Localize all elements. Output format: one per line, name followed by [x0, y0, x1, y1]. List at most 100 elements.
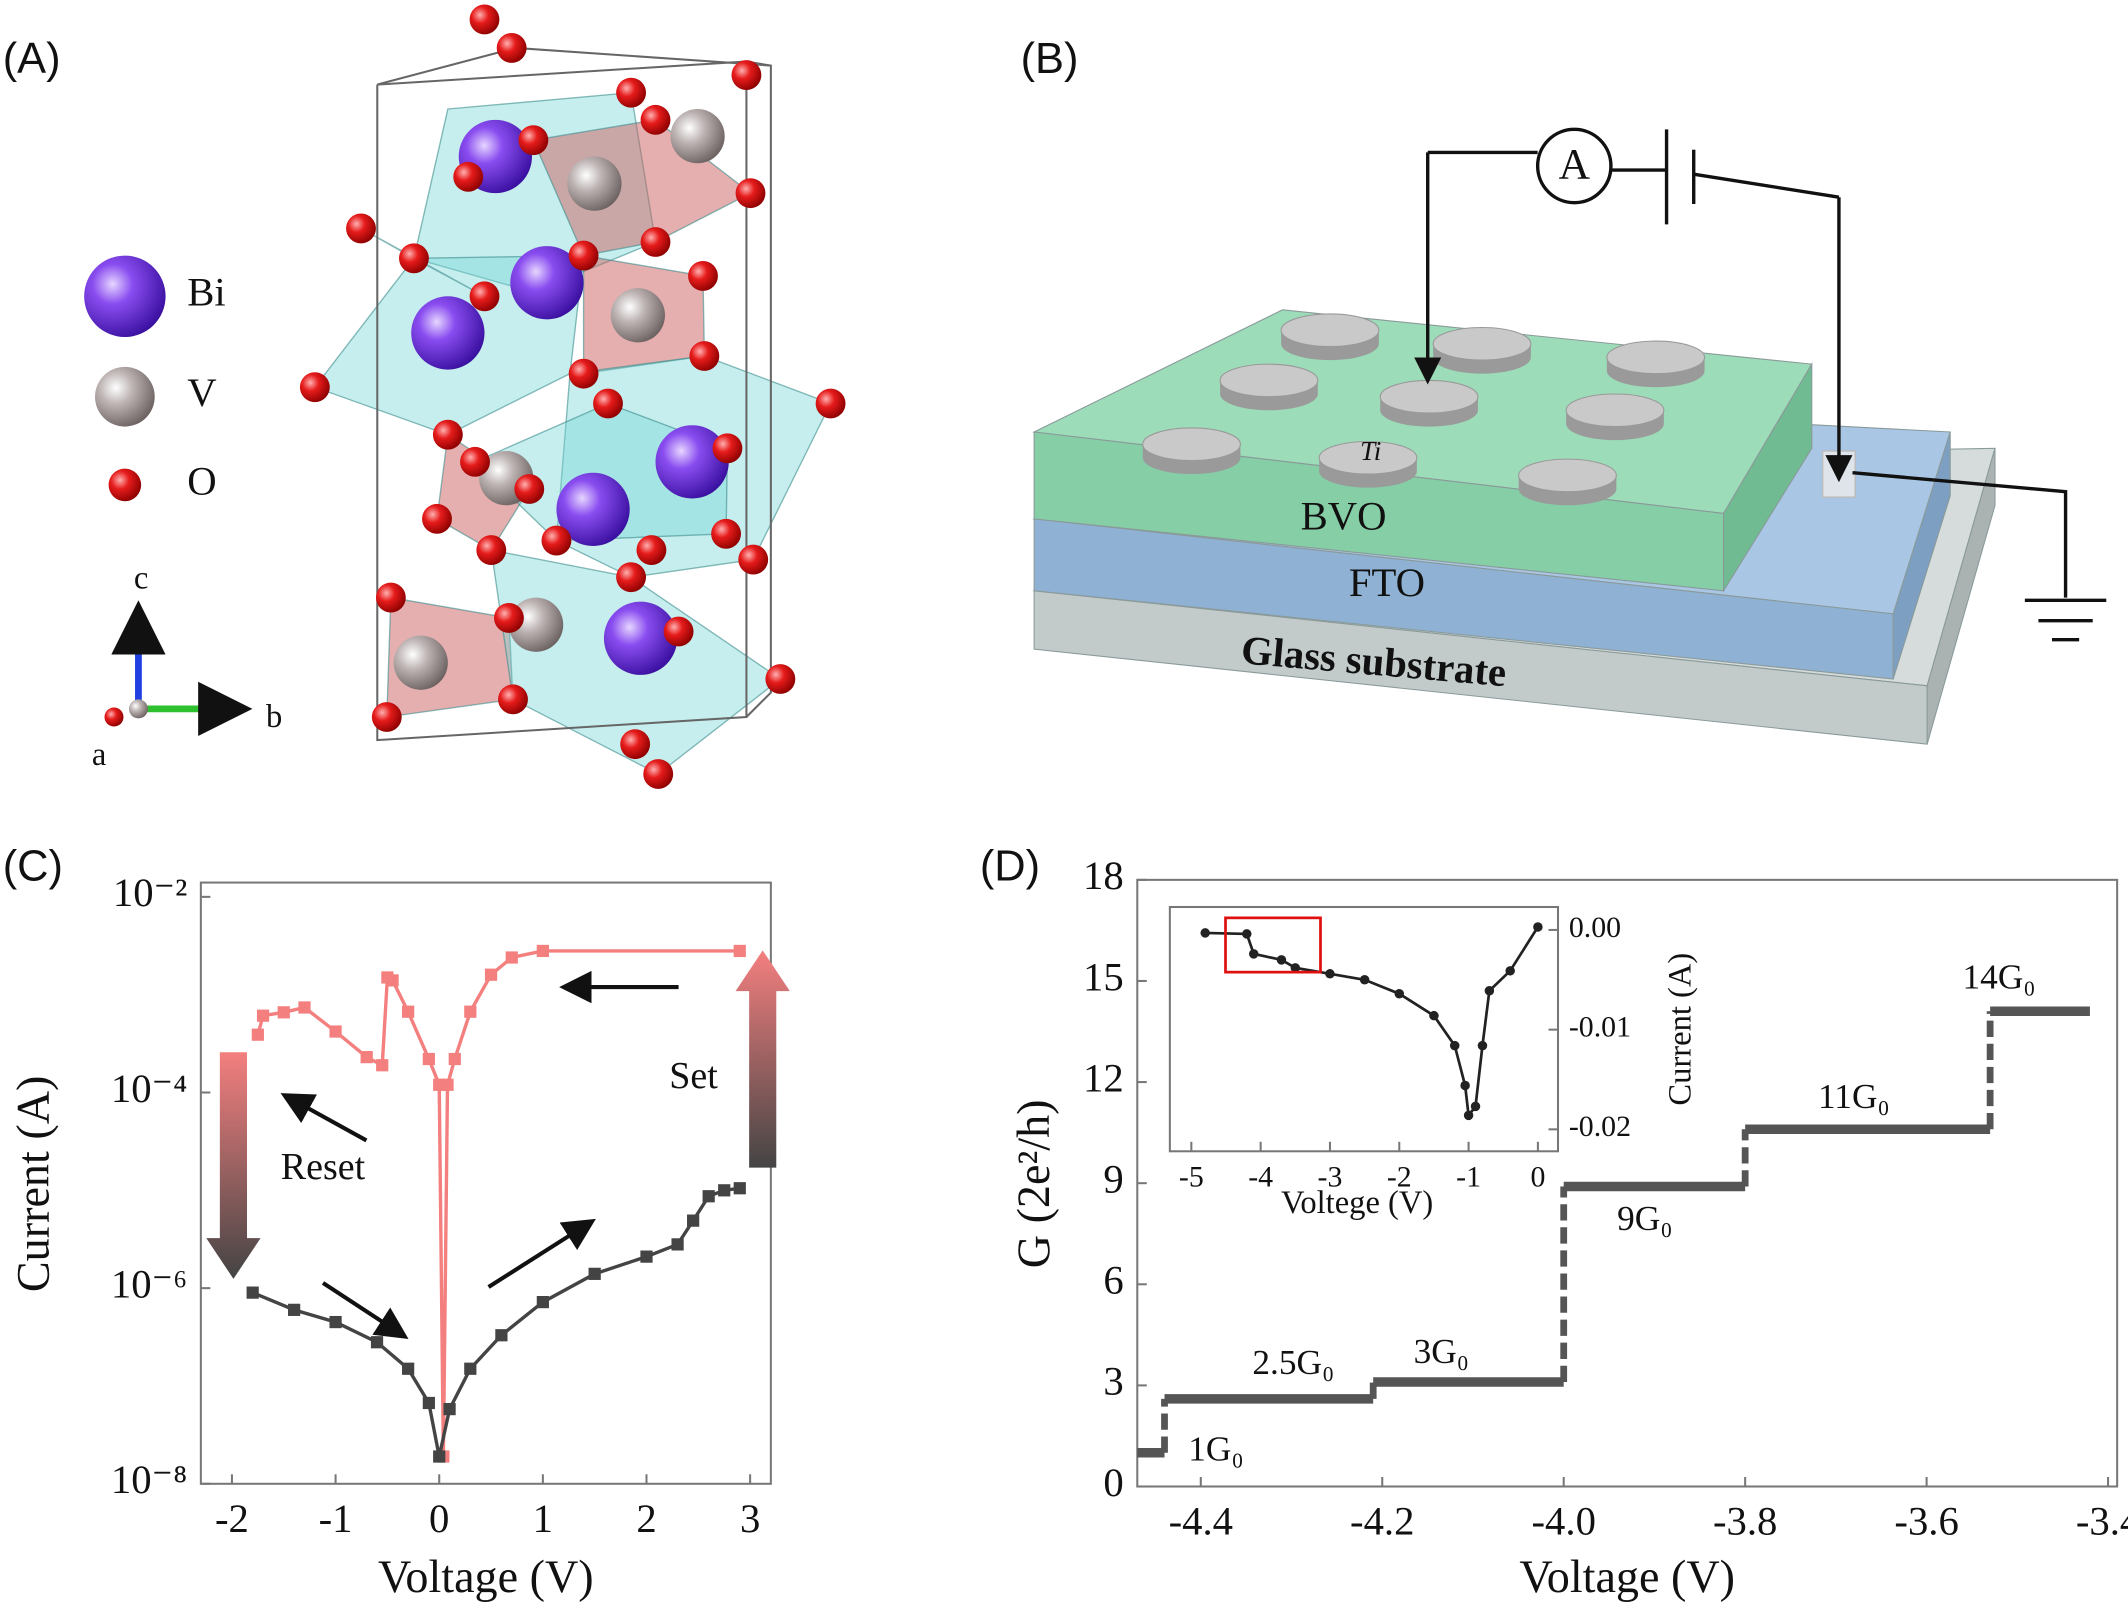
atom: [636, 535, 667, 565]
data-point: [1359, 975, 1370, 985]
y-tick-label: 0.00: [1569, 911, 1621, 944]
data-point: [1200, 928, 1210, 938]
data-point: [433, 1450, 446, 1463]
x-tick-label: -1: [1456, 1160, 1481, 1193]
atom: [689, 341, 720, 371]
atom: [620, 729, 651, 760]
atom: [432, 419, 463, 450]
atom: [518, 125, 549, 156]
wire: [1852, 471, 2068, 598]
data-point: [1505, 966, 1515, 976]
data-point: [277, 1006, 290, 1019]
x-tick-label: -4: [1248, 1160, 1273, 1193]
x-tick-label: -4.0: [1531, 1499, 1595, 1544]
data-point: [1484, 986, 1495, 996]
ammeter-label: A: [1559, 141, 1591, 189]
x-tick-label: -3.8: [1713, 1499, 1777, 1544]
atom: [815, 388, 846, 419]
data-point: [1460, 1080, 1470, 1091]
y-axis-label: G (2e²/h): [1008, 1099, 1059, 1268]
x-axis-label: Voltage (V): [1519, 1551, 1735, 1602]
atom: [104, 707, 124, 727]
polyhedron: [473, 402, 729, 542]
data-point: [1533, 922, 1543, 932]
electrode-label: Ti: [1360, 436, 1381, 466]
annotation: Reset: [281, 1146, 366, 1188]
atom: [399, 243, 429, 274]
data-point: [381, 971, 394, 984]
atom: [95, 366, 155, 427]
atom: [514, 474, 545, 504]
set-arrow: [735, 950, 790, 1168]
electrode: [1219, 363, 1319, 398]
annotation: 3G₀: [1414, 1332, 1469, 1371]
atom: [711, 518, 741, 549]
atom: [556, 472, 630, 546]
x-axis-label: Voltage (V): [378, 1551, 594, 1602]
data-point: [1394, 988, 1405, 999]
data-point: [687, 1214, 700, 1227]
atom: [616, 562, 646, 593]
atom: [568, 240, 599, 271]
data-point: [1290, 963, 1301, 973]
y-tick-label: 12: [1083, 1055, 1124, 1100]
x-tick-label: -2: [215, 1496, 249, 1541]
bvo-side: [1723, 362, 1813, 593]
data-point: [733, 1182, 746, 1195]
y-tick-label: 6: [1103, 1258, 1123, 1303]
data-point: [402, 1005, 415, 1018]
data-point: [702, 1190, 715, 1203]
y-axis-label: Current (A): [1662, 953, 1698, 1106]
y-tick-label: 9: [1103, 1157, 1123, 1202]
atom: [496, 33, 527, 63]
atom: [494, 603, 524, 633]
y-tick-label: 0: [1103, 1460, 1123, 1505]
data-point: [1477, 1040, 1488, 1051]
electrode: [1379, 379, 1479, 414]
data-point: [588, 1267, 601, 1280]
data-point: [251, 1028, 264, 1041]
electrode: [1318, 440, 1418, 475]
atom: [616, 77, 646, 108]
data-point: [298, 1001, 311, 1014]
atom: [593, 388, 623, 419]
atom: [393, 635, 448, 690]
x-tick-label: -2: [1387, 1160, 1412, 1193]
plot-frame: [199, 881, 772, 1485]
data-point: [329, 1315, 342, 1329]
atom: [460, 446, 490, 477]
y-tick-label: 3: [1103, 1359, 1123, 1404]
y-tick-label: 10⁻⁸: [111, 1457, 187, 1502]
atom: [712, 433, 743, 464]
atom: [469, 281, 500, 312]
data-point: [1470, 1101, 1481, 1112]
panel-label: (A): [3, 35, 61, 83]
data-point: [484, 968, 498, 981]
data-point: [329, 1025, 342, 1038]
annotation: 11G₀: [1818, 1077, 1890, 1116]
data-point: [370, 1336, 384, 1349]
atom: [640, 227, 671, 257]
atom: [738, 544, 769, 575]
panel-label: (C): [3, 842, 63, 890]
data-point: [443, 1403, 456, 1416]
atom: [469, 4, 500, 35]
data-point: [288, 1303, 301, 1316]
x-tick-label: -5: [1179, 1160, 1204, 1193]
atom: [371, 702, 402, 732]
data-point: [402, 1362, 415, 1375]
annotation: 1G₀: [1188, 1430, 1243, 1469]
annotation: 14G₀: [1963, 957, 2036, 996]
atom: [541, 525, 572, 556]
annotation: 2.5G₀: [1252, 1343, 1334, 1382]
data-point: [448, 1052, 461, 1066]
data-point: [671, 1238, 684, 1251]
data-point: [422, 1396, 435, 1410]
data-point: [495, 1329, 508, 1342]
x-tick-label: 1: [533, 1496, 553, 1541]
layer-label: FTO: [1349, 560, 1425, 605]
data-point: [1325, 969, 1335, 979]
fto-side: [1892, 431, 1951, 680]
x-tick-label: -3.6: [1894, 1499, 1958, 1544]
